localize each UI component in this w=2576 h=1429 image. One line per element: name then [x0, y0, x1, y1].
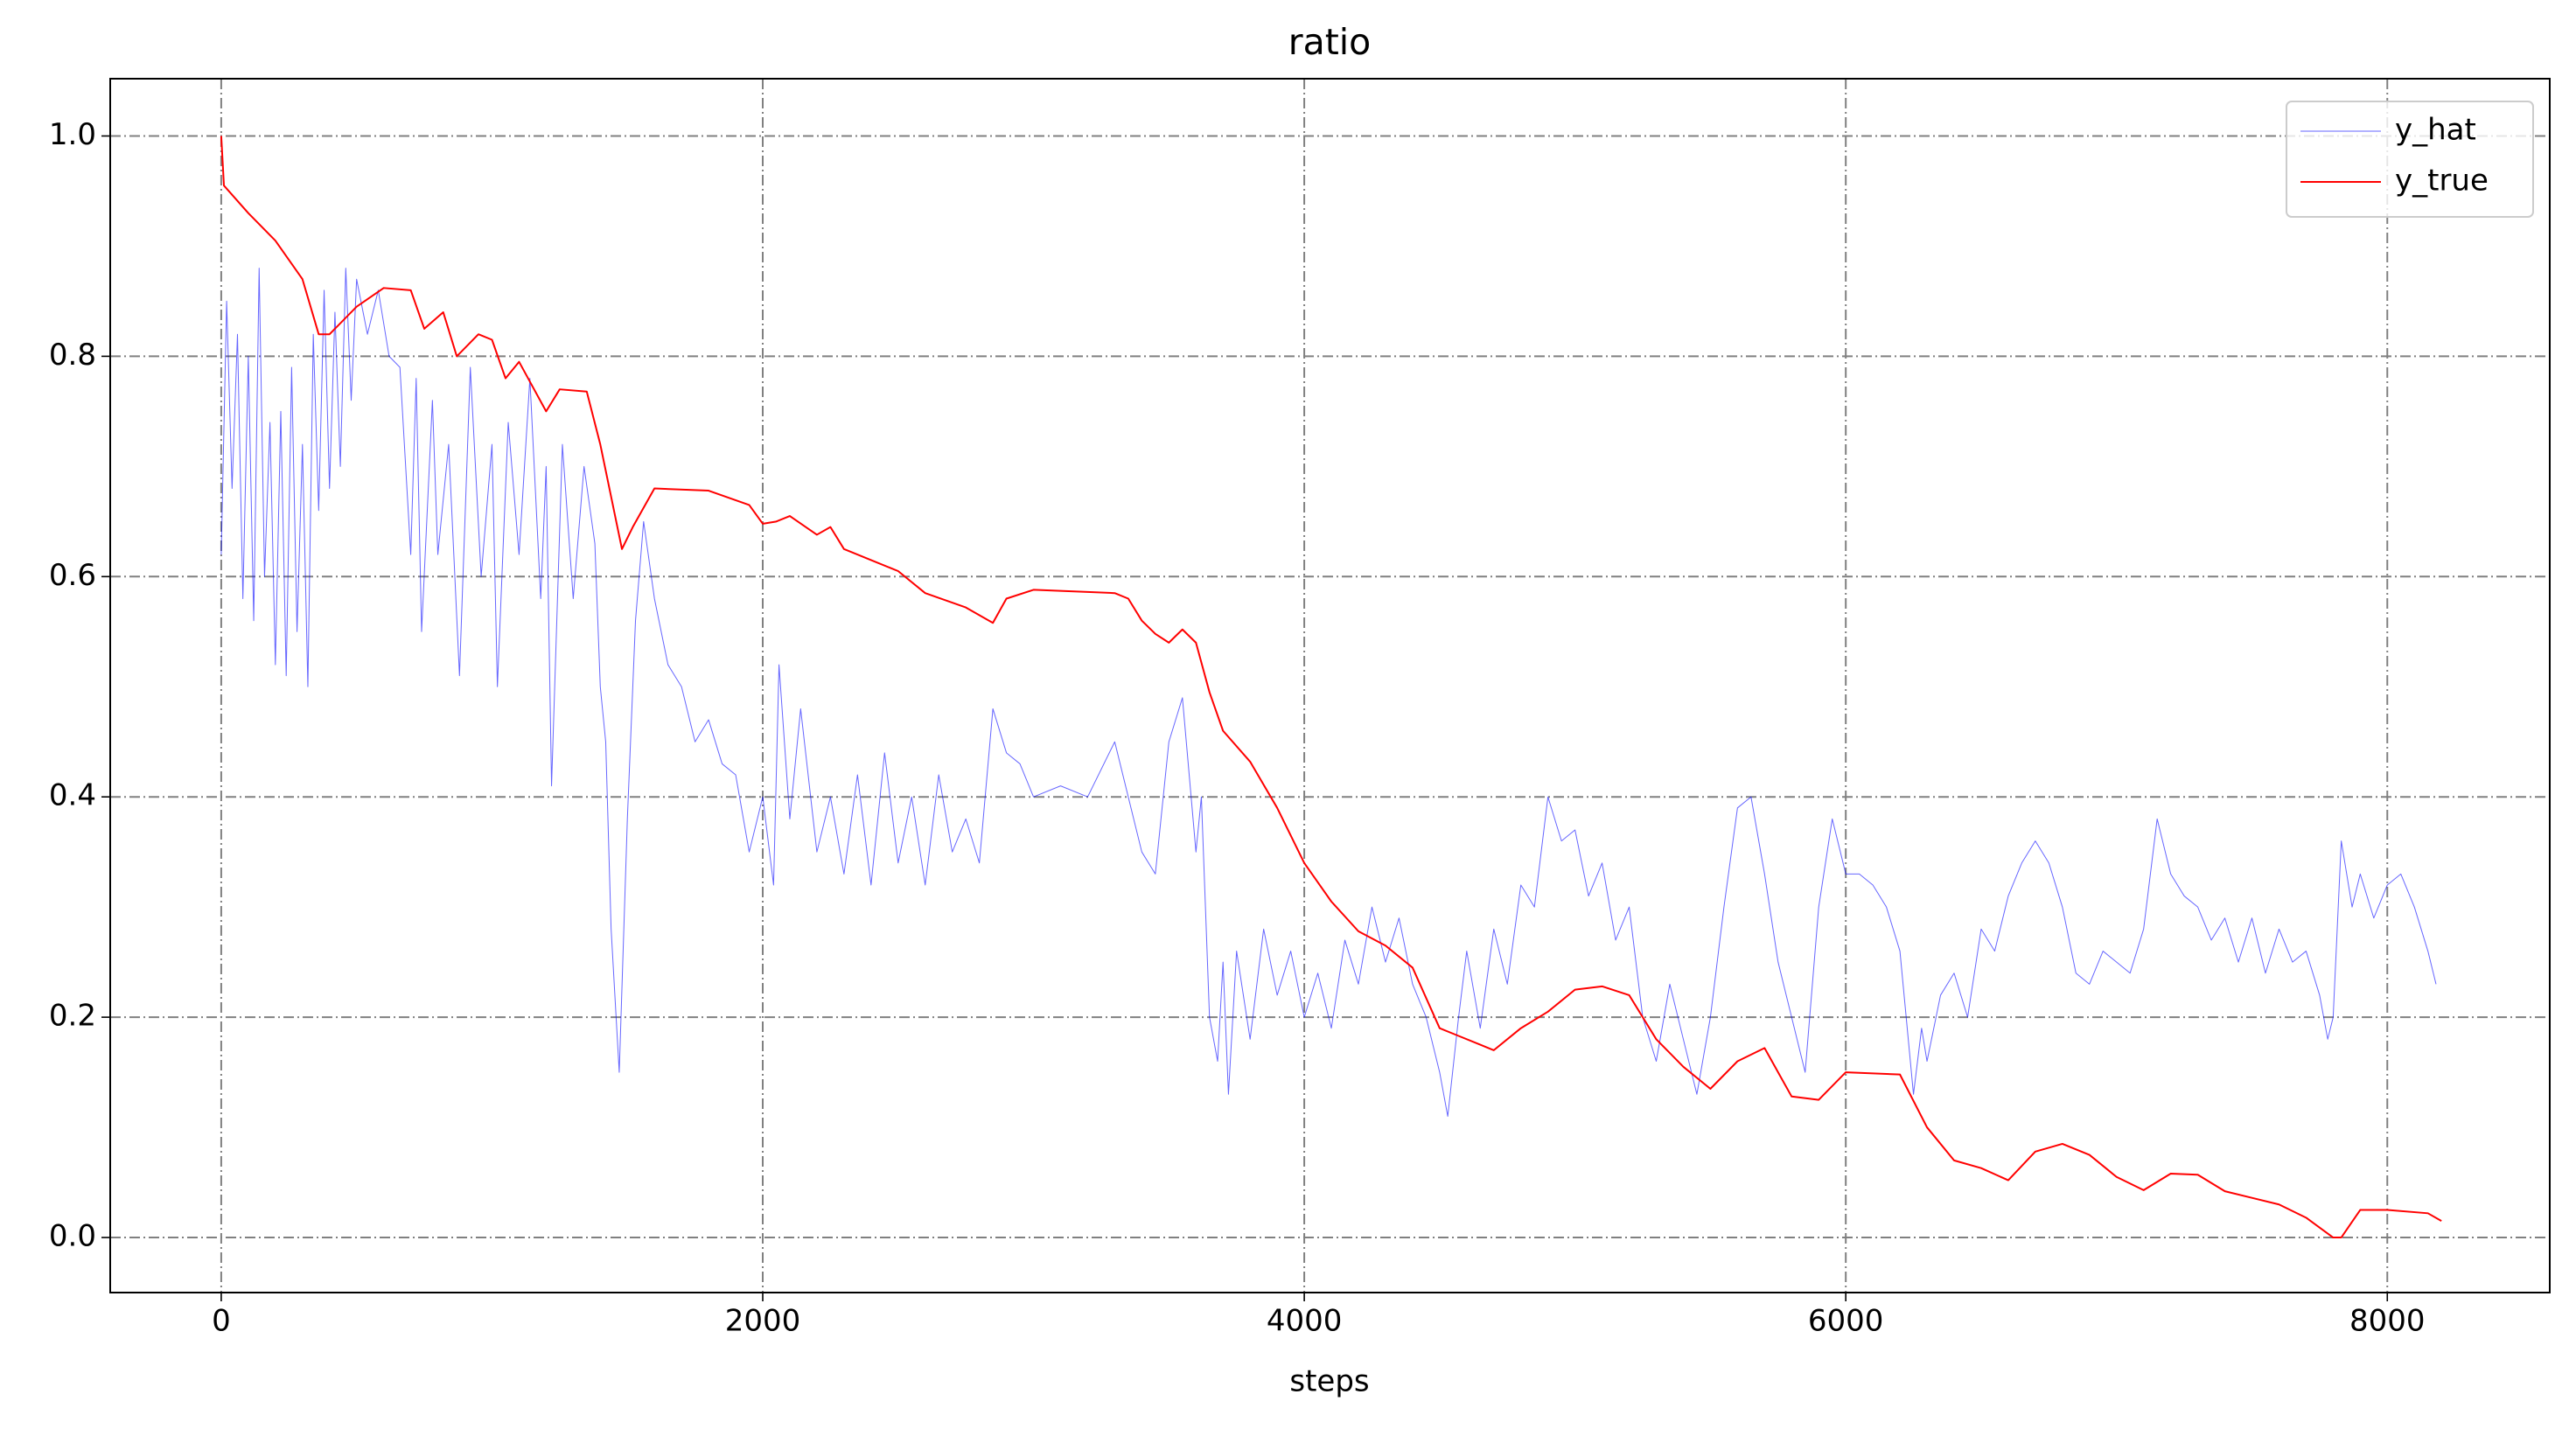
y-tick-label: 0.6	[49, 558, 96, 593]
x-tick-label: 2000	[725, 1304, 801, 1339]
legend-label: y_true	[2395, 164, 2489, 199]
y-tick-label: 0.0	[49, 1219, 96, 1254]
y-tick-label: 0.2	[49, 999, 96, 1034]
legend-box	[2286, 101, 2534, 218]
chart-title: ratio	[1288, 21, 1372, 63]
x-tick-label: 8000	[2349, 1304, 2426, 1339]
y-tick-label: 1.0	[49, 117, 96, 152]
x-tick-label: 4000	[1267, 1304, 1343, 1339]
series-line	[220, 136, 2442, 1239]
plot-frame	[109, 78, 2551, 1293]
y-tick-label: 0.4	[49, 778, 96, 813]
legend-label: y_hat	[2395, 113, 2476, 148]
x-tick-label: 0	[212, 1304, 231, 1339]
x-axis-label: steps	[1289, 1364, 1369, 1399]
series-line	[220, 268, 2437, 1117]
x-tick-label: 6000	[1808, 1304, 1884, 1339]
y-tick-label: 0.8	[49, 338, 96, 373]
